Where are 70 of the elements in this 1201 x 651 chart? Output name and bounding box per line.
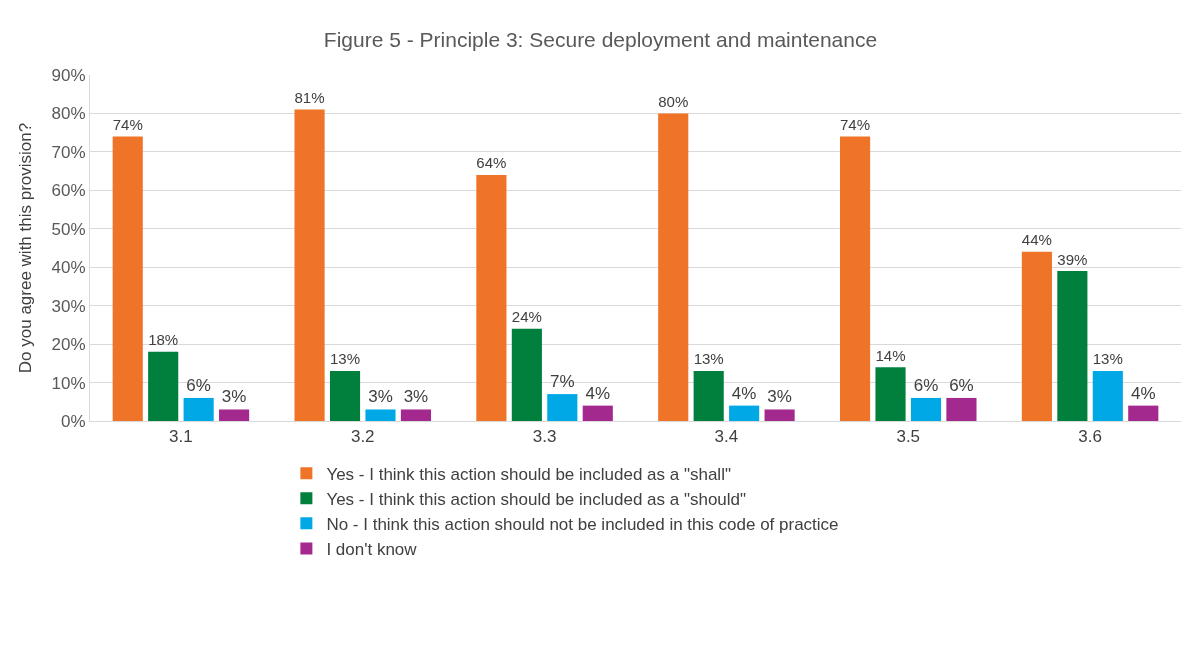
data-label: 18% [148,331,179,349]
bar [365,409,396,421]
y-tick-label: 80% [51,104,86,124]
data-label: 13% [1092,350,1123,368]
x-tick-label: 3.3 [532,427,557,447]
bar [1128,405,1159,421]
bar [764,409,795,421]
y-tick-label: 40% [51,258,86,278]
y-tick-label: 90% [51,65,86,85]
y-axis-title: Do you agree with this provision? [16,122,36,374]
x-tick-label: 3.2 [350,427,375,447]
bar [729,405,760,421]
x-tick-label: 3.1 [169,427,193,447]
bar [547,394,578,421]
data-label: 6% [186,375,211,395]
data-label: 4% [585,383,611,403]
bar [476,174,507,421]
y-tick-label: 50% [51,219,86,239]
bar [839,136,871,421]
data-label: 74% [840,115,871,133]
bar [1057,271,1088,421]
data-label: 13% [329,350,361,368]
bar [400,409,432,421]
bar [219,409,250,421]
data-label: 44% [1021,231,1052,249]
bar [294,109,325,421]
y-tick-label: 10% [51,373,86,393]
bar [582,405,613,421]
data-label: 3% [403,387,429,407]
data-label: 3% [221,387,247,407]
data-label: 14% [875,346,906,364]
data-label: 74% [112,115,143,133]
bar [1021,251,1052,421]
bar [658,113,689,421]
bar [875,367,906,421]
legend-label: I don't know [326,540,418,560]
y-tick-label: 0% [61,411,86,431]
data-label: 4% [1130,383,1156,403]
y-tick-label: 60% [51,181,86,201]
y-tick-label: 70% [51,142,86,162]
bar [1092,371,1123,421]
data-label: 3% [368,387,393,407]
y-tick-label: 20% [51,335,86,355]
data-label: 13% [693,350,724,368]
x-tick-label: 3.4 [714,427,739,447]
data-label: 4% [731,383,757,403]
bar [693,371,724,421]
data-label: 80% [658,92,689,110]
chart-title: Figure 5 - Principle 3: Secure deployment and maintenance [323,28,878,52]
bar [112,136,143,421]
data-label: 6% [913,375,939,395]
bar [329,371,361,421]
bar [511,328,542,421]
legend-label: Yes - I think this action should be included as a "should" [326,489,747,509]
data-label: 24% [511,308,542,326]
data-label: 39% [1057,250,1088,268]
y-tick-label: 30% [51,296,86,316]
legend-label: Yes - I think this action should be included as a "shall" [326,464,731,484]
data-label: 7% [550,372,575,392]
x-tick-label: 3.6 [1078,427,1102,447]
bar [183,397,214,421]
data-label: 3% [767,387,792,407]
data-label: 81% [294,89,325,107]
bar [148,351,179,421]
data-label: 64% [476,154,507,172]
data-label: 6% [949,375,974,395]
legend-label: No - I think this action should not be included in this code of practice [326,514,839,534]
x-tick-label: 3.5 [896,427,921,447]
bar [910,397,942,421]
bar [946,397,977,421]
